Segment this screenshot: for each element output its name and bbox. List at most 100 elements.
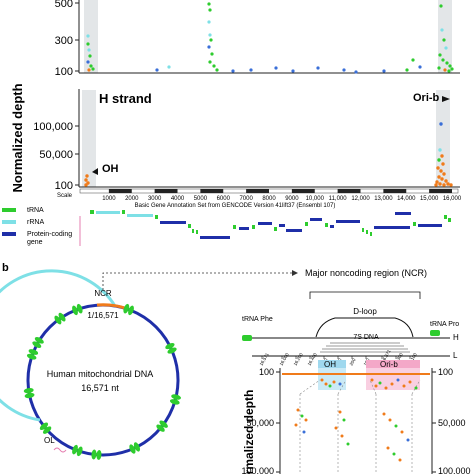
depth-left-tick-100: 100 — [259, 367, 274, 377]
depth-point — [402, 384, 406, 388]
circle-title: Human mitochondrial DNA — [47, 369, 154, 379]
depth-point — [338, 382, 342, 386]
trna-marks — [23, 303, 181, 460]
depth-point — [324, 382, 328, 386]
panel-b-letter: b — [2, 262, 9, 274]
legend-protein: Protein-coding gene — [27, 231, 74, 246]
ruler-tick-label: 5000 — [194, 196, 208, 202]
trna-pro-mark — [430, 330, 440, 336]
depth-point — [406, 438, 410, 442]
coord-tick-label: 16,000 — [279, 352, 290, 367]
trna-mark — [123, 303, 134, 316]
depth-point — [296, 408, 300, 412]
ncr-schematic: D-loop 7S DNA H L tRNA Phe tRNA Pro 16,5… — [242, 291, 459, 369]
trna-mark — [23, 387, 35, 399]
ruler-tick-label: 8000 — [262, 196, 276, 202]
depth-point — [304, 418, 308, 422]
dloop-arc — [315, 317, 414, 338]
depth-point — [340, 434, 344, 438]
oh-box — [318, 360, 346, 368]
depth-point — [332, 380, 336, 384]
depth-point — [384, 386, 388, 390]
depth-left-tick-50000: 50,000 — [246, 418, 274, 428]
trna-mark — [169, 394, 181, 405]
ruler-tick-label: 4000 — [171, 196, 185, 202]
ruler-tick-label: 9000 — [285, 196, 299, 202]
lower-tick-100: 100 — [55, 180, 73, 192]
depth-point — [408, 380, 412, 384]
orib-highlight-upper — [438, 0, 452, 73]
ncr-depth-plot: 100 50,000 100,000 100 50,000 100,000 No… — [241, 367, 471, 474]
depth-point — [392, 452, 396, 456]
coord-tick-label: 16,300 — [393, 352, 404, 367]
top-ylabel: Normalized depth — [10, 83, 25, 192]
genome-ruler: Scale 1000 2000 3000 4000 5000 6000 7000 8000 90… — [57, 188, 462, 202]
trna-mark — [26, 349, 39, 360]
depth-point — [400, 430, 404, 434]
ol-loop — [53, 447, 67, 453]
ruler-tick-label: 15,000 — [420, 196, 439, 202]
ncr-scatter — [294, 378, 418, 462]
depth-point — [294, 423, 298, 427]
depth-ylabel: Normalized depth — [242, 390, 256, 474]
depth-point — [374, 384, 378, 388]
trna-mark — [54, 312, 66, 325]
trna-pro-label: tRNA Pro — [430, 321, 459, 328]
legend-rrna: rRNA — [27, 219, 44, 226]
ruler-tick-label: 10,000 — [306, 196, 325, 202]
depth-point — [302, 430, 306, 434]
lower-scatter — [84, 122, 453, 187]
legend-swatch-rrna — [2, 220, 16, 224]
ruler-tick-label: 16,000 — [443, 196, 462, 202]
top-panel: Normalized depth 500 300 100 — [2, 0, 462, 246]
trna-mark — [165, 342, 177, 354]
oh-highlight-upper — [84, 0, 98, 73]
oh-box-label: OH — [324, 360, 336, 369]
scale-label: Scale — [57, 193, 73, 199]
oh-arrow — [92, 168, 98, 175]
trna-mark — [32, 337, 44, 348]
ruler-tick-label: 1000 — [102, 196, 116, 202]
legend-swatch-trna — [2, 208, 16, 212]
mtdna-ring — [26, 303, 180, 457]
gene-tracks — [79, 210, 451, 246]
legend-swatch-protein — [2, 232, 16, 236]
ncr-connector-arrow — [292, 270, 298, 276]
depth-right-tick-100: 100 — [438, 367, 453, 377]
depth-point — [396, 378, 400, 382]
oh-label: OH — [102, 163, 119, 175]
trna-phe-mark — [242, 335, 252, 341]
depth-point — [390, 382, 394, 386]
upper-tick-100: 100 — [55, 66, 73, 78]
depth-point — [328, 384, 332, 388]
depth-point — [300, 414, 304, 418]
coord-tick-label: 16,571 — [259, 352, 270, 367]
rrna-arc — [0, 269, 117, 422]
gene-legend: tRNA rRNA Protein-coding gene — [2, 207, 74, 246]
ncr-connector — [102, 272, 292, 290]
orib-label: Ori-b — [413, 92, 440, 104]
depth-point — [370, 378, 374, 382]
coord-tick-label: 200 — [349, 357, 357, 366]
panel-b: b NCR 1/16,571 Human mitochondrial DNA 1… — [0, 262, 471, 474]
trna-mark — [39, 422, 52, 434]
lower-tick-50000: 50,000 — [39, 149, 73, 161]
legend-trna: tRNA — [27, 207, 44, 214]
depth-right-tick-50000: 50,000 — [438, 418, 466, 428]
ruler-tick-label: 7000 — [239, 196, 253, 202]
depth-point — [338, 410, 342, 414]
depth-point — [378, 381, 382, 385]
origin-mark: 1/16,571 — [87, 311, 119, 320]
ruler-tick-label: 12,000 — [351, 196, 370, 202]
h-strand-label: H strand — [99, 91, 152, 106]
orib-highlight-lower — [436, 90, 450, 187]
ncr-mark: NCR — [94, 289, 112, 298]
depth-point — [320, 378, 324, 382]
coord-tick-label: 16,200 — [293, 352, 304, 367]
ruler-tick-label: 13,000 — [374, 196, 393, 202]
ruler-tick-label: 3000 — [148, 196, 162, 202]
trna-mark — [72, 303, 83, 316]
depth-left-tick-100000: 100,000 — [241, 466, 274, 474]
coord-tick-label: 16,400 — [307, 352, 318, 367]
lower-subplot: 100,000 50,000 100 H strand OH Ori-b — [33, 89, 460, 192]
